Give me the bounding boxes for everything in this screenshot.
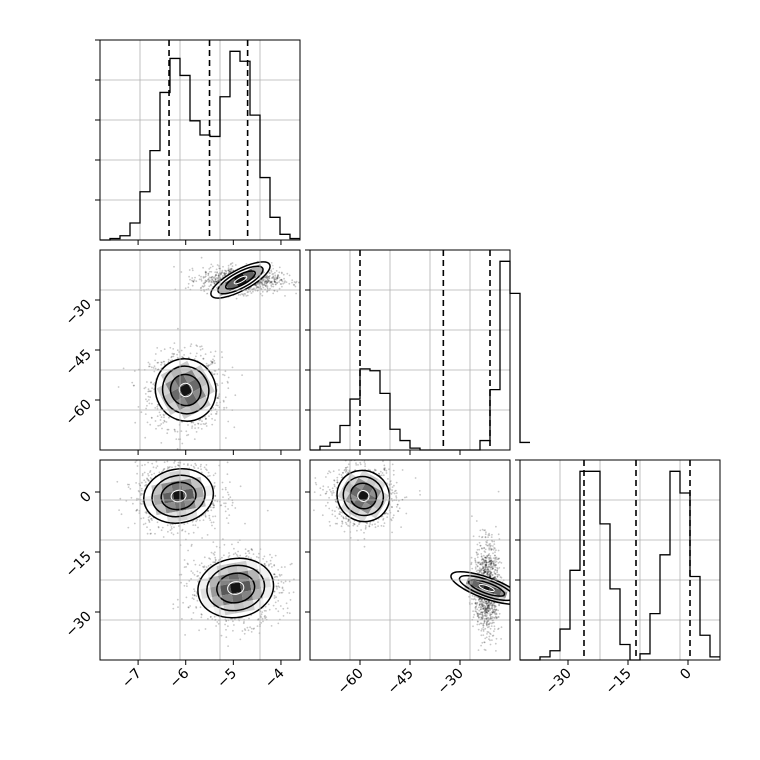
contour bbox=[170, 489, 187, 503]
histogram-param-1 bbox=[95, 39, 301, 245]
panel-frame bbox=[99, 39, 301, 241]
x-tick-label: −4 bbox=[262, 665, 288, 691]
pair-2-3: −60 −45 −30 bbox=[305, 459, 511, 698]
contour bbox=[197, 557, 275, 619]
contour bbox=[151, 474, 206, 518]
contour bbox=[216, 572, 256, 604]
x-tick-label: −30 bbox=[435, 666, 467, 698]
pair-1-2: −30 −45 −60 bbox=[63, 249, 301, 455]
contour bbox=[349, 482, 378, 510]
x-tick-label: −60 bbox=[335, 666, 367, 698]
y-tick-label: −45 bbox=[63, 347, 95, 379]
panel-frame bbox=[99, 459, 301, 661]
x-tick-label: 0 bbox=[677, 666, 695, 684]
histogram-step bbox=[310, 260, 530, 451]
panel-frame bbox=[309, 249, 511, 451]
contour bbox=[160, 481, 197, 511]
x-tick-label: −15 bbox=[603, 666, 635, 698]
y-tick-label: 0 bbox=[77, 489, 95, 507]
histogram-param-2 bbox=[305, 249, 530, 455]
contour bbox=[336, 469, 391, 523]
histogram-step bbox=[520, 470, 720, 661]
contour bbox=[233, 275, 248, 285]
contour bbox=[458, 574, 510, 602]
x-tick-label: −45 bbox=[385, 666, 417, 698]
contour bbox=[210, 261, 271, 299]
pair-1-3: 0 −15 −30 −7 −6 −5 −4 bbox=[63, 459, 301, 692]
contour bbox=[224, 270, 257, 290]
histogram-param-3: −30 −15 0 bbox=[515, 459, 721, 698]
y-tick-label: −60 bbox=[63, 397, 95, 429]
contour bbox=[450, 570, 510, 606]
y-tick-label: −30 bbox=[63, 609, 95, 641]
contour bbox=[468, 579, 506, 597]
y-tick-label: −30 bbox=[63, 297, 95, 329]
x-tick-label: −30 bbox=[543, 666, 575, 698]
contour bbox=[169, 373, 202, 407]
contour bbox=[154, 358, 217, 422]
y-tick-label: −15 bbox=[63, 549, 95, 581]
contour bbox=[357, 490, 370, 502]
x-tick-label: −5 bbox=[214, 666, 240, 692]
contour bbox=[161, 365, 210, 415]
x-tick-label: −7 bbox=[119, 666, 145, 692]
contour bbox=[478, 584, 495, 592]
contour bbox=[217, 265, 264, 295]
contour bbox=[206, 564, 266, 612]
histogram-step bbox=[100, 50, 300, 241]
panel-frame bbox=[519, 459, 721, 661]
contour bbox=[342, 475, 385, 517]
contour bbox=[143, 468, 215, 524]
contour bbox=[227, 581, 245, 595]
x-tick-label: −6 bbox=[167, 665, 193, 691]
